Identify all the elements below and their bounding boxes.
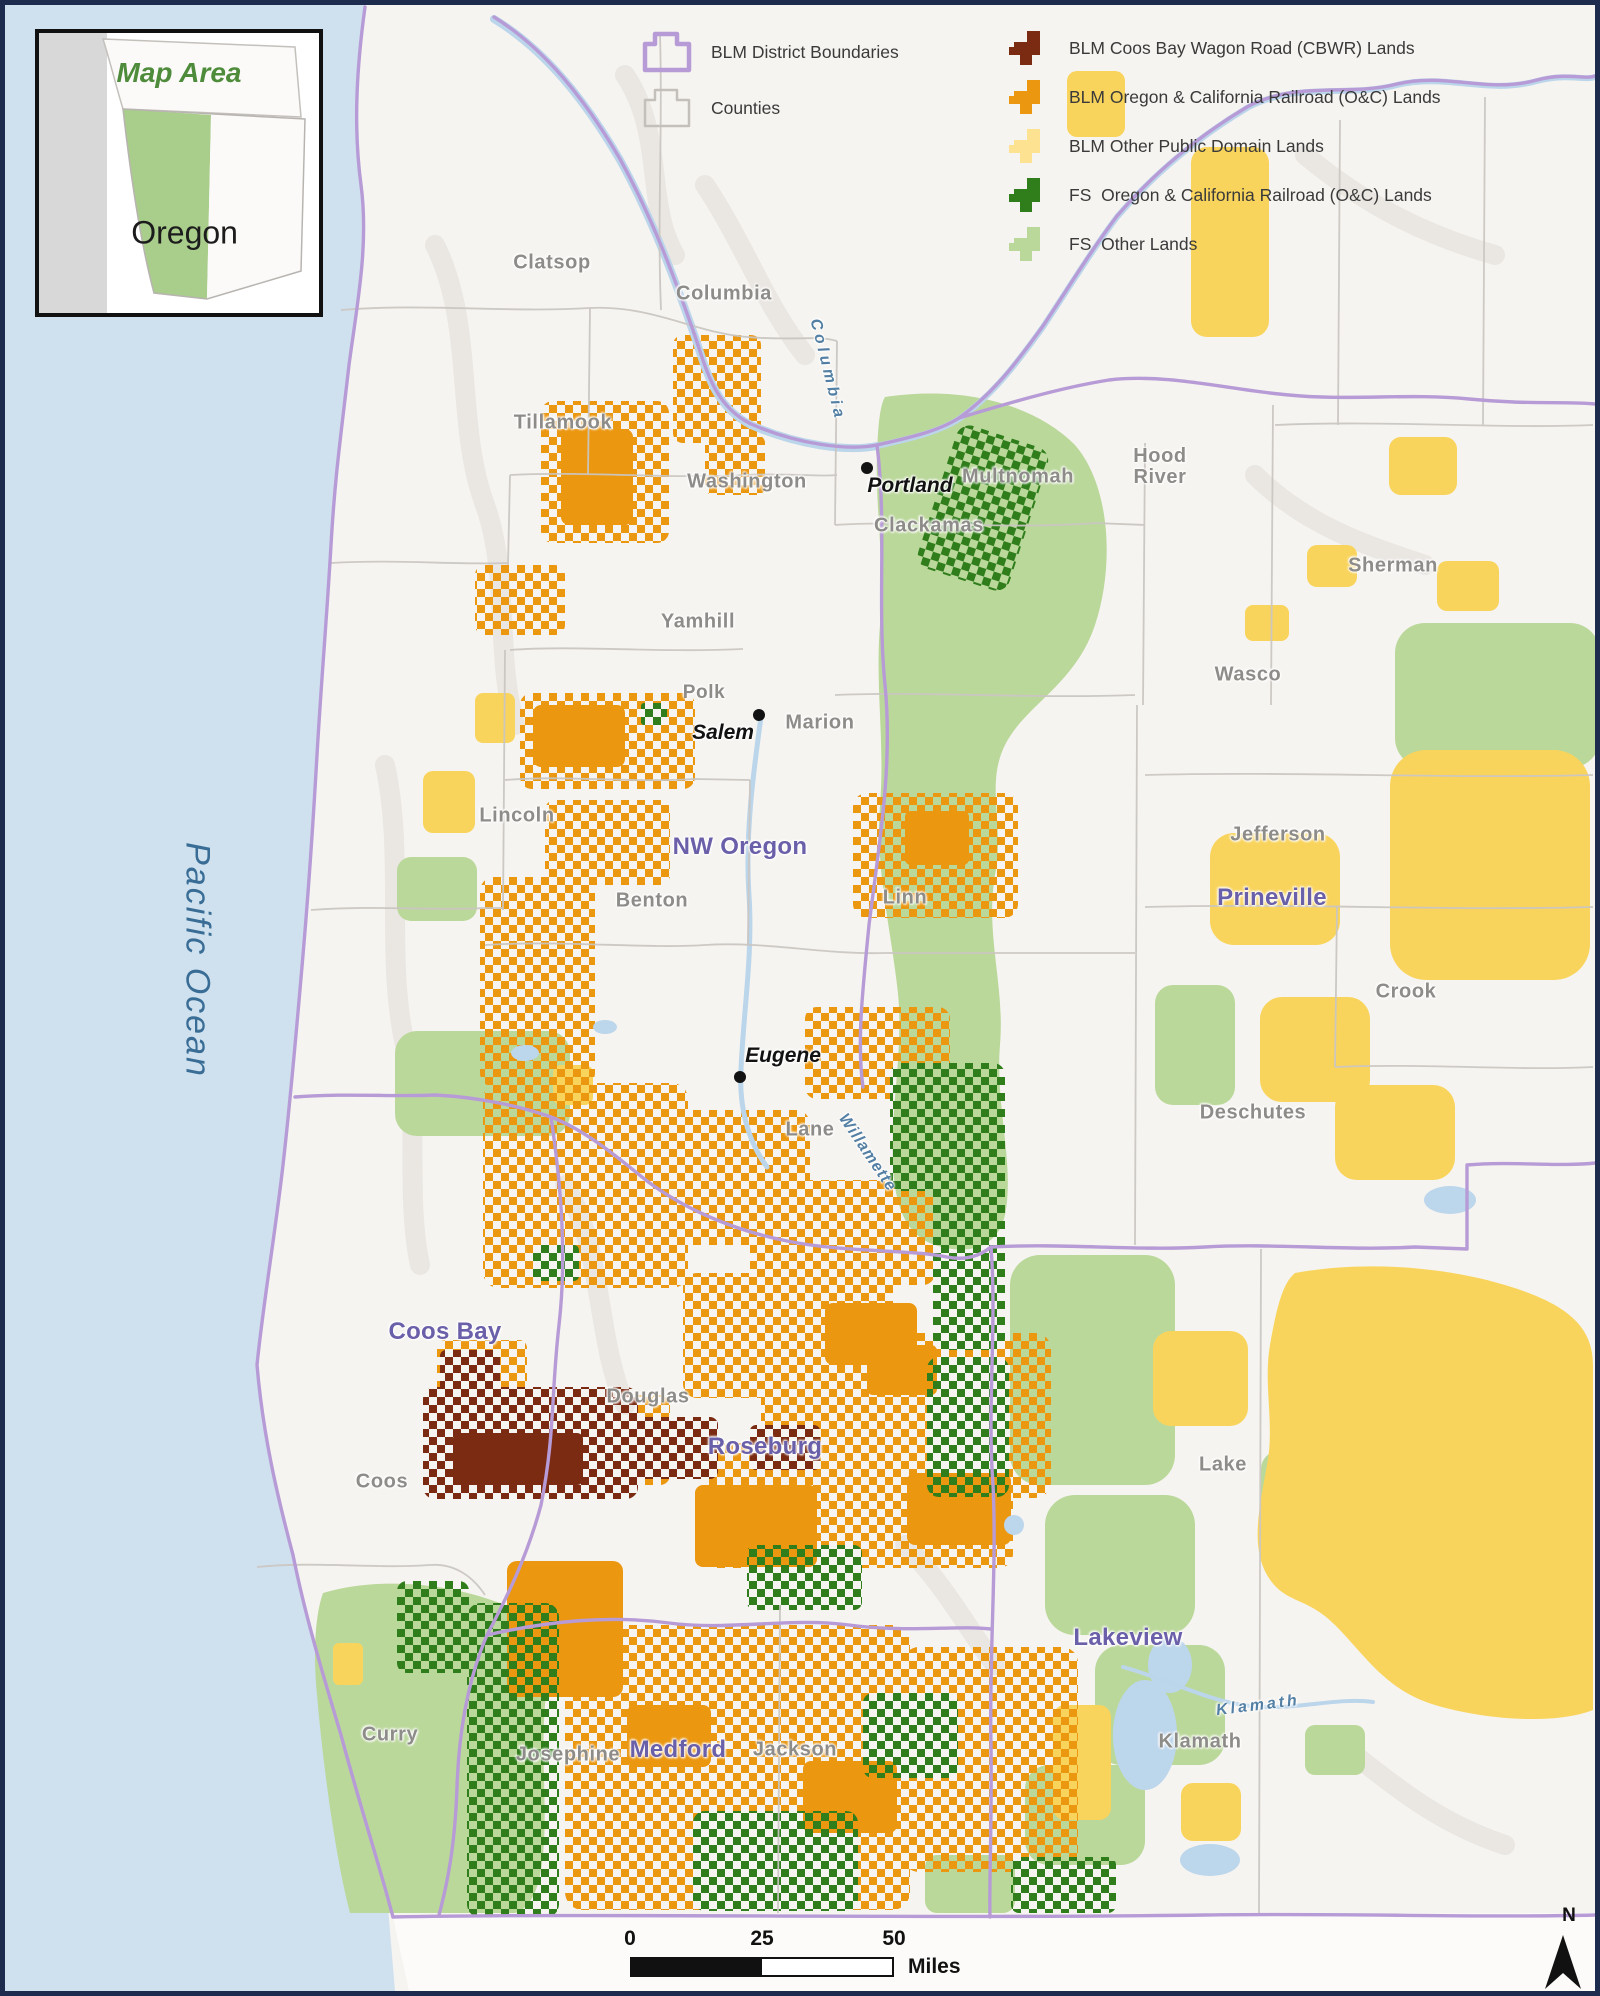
district-label-coos-bay: Coos Bay	[388, 1318, 502, 1345]
north-label: N	[1562, 1905, 1576, 1926]
legend-label: FS Other Lands	[1069, 233, 1198, 254]
county-label-tillamook: Tillamook	[513, 411, 613, 434]
county-label-curry: Curry	[361, 1723, 419, 1746]
scale-bar-graphic	[630, 1957, 894, 1977]
inset-state-label: Oregon	[131, 214, 238, 251]
county-label-jackson: Jackson	[752, 1738, 838, 1761]
legend-boundaries: BLM District Boundaries Counties	[641, 29, 899, 131]
legend-label: FS Oregon & California Railroad (O&C) La…	[1069, 184, 1432, 205]
county-label-josephine: Josephine	[515, 1743, 621, 1766]
legend-item-counties: Counties	[641, 85, 899, 131]
legend-item-fs-other: FS Other Lands	[1009, 227, 1441, 261]
north-arrow-icon	[1545, 1935, 1581, 1989]
north-indicator: N	[1541, 1905, 1595, 1991]
county-label-klamath: Klamath	[1158, 1730, 1242, 1753]
county-label-crook: Crook	[1375, 980, 1437, 1003]
county-label-columbia: Columbia	[676, 282, 772, 305]
scale-bar: 0 25 50 Miles	[620, 1927, 1020, 1991]
inset-map: Map Area Oregon	[35, 29, 323, 317]
legend-label: BLM Coos Bay Wagon Road (CBWR) Lands	[1069, 37, 1415, 58]
legend-label: BLM Other Public Domain Lands	[1069, 135, 1324, 156]
blm-oc-lands-icon	[1009, 80, 1053, 114]
district-label-nw-oregon: NW Oregon	[672, 833, 808, 860]
legend-label: BLM District Boundaries	[711, 41, 899, 62]
county-label-multnomah: Multnomah	[961, 465, 1075, 488]
county-label-deschutes: Deschutes	[1199, 1101, 1307, 1124]
blm-public-domain-icon	[1009, 129, 1053, 163]
district-label-prineville: Prineville	[1217, 884, 1327, 911]
county-label-lane: Lane	[785, 1118, 835, 1141]
scale-unit-label: Miles	[908, 1955, 961, 1978]
ocean-label: Pacific Ocean	[178, 842, 217, 1078]
county-label-douglas: Douglas	[606, 1385, 690, 1408]
district-label-medford: Medford	[629, 1736, 727, 1763]
inset-map-graphics	[39, 33, 319, 313]
city-label-eugene: Eugene	[745, 1044, 821, 1067]
district-label-roseburg: Roseburg	[707, 1433, 823, 1460]
county-label-marion: Marion	[785, 711, 855, 734]
basemap-graphics	[255, 5, 1595, 1991]
county-label-hood-river: Hood River	[1133, 445, 1187, 488]
county-label-benton: Benton	[615, 889, 689, 912]
county-boundary-icon	[641, 85, 693, 131]
county-label-lincoln: Lincoln	[479, 804, 555, 827]
county-label-clatsop: Clatsop	[513, 251, 591, 274]
county-label-washington: Washington	[687, 470, 807, 493]
scale-tick-25: 25	[750, 1927, 774, 1950]
county-label-sherman: Sherman	[1348, 554, 1438, 577]
legend-lands: BLM Coos Bay Wagon Road (CBWR) Lands BLM…	[1009, 31, 1441, 261]
inset-title: Map Area	[116, 57, 242, 88]
county-label-linn: Linn	[882, 886, 928, 909]
scale-tick-0: 0	[624, 1927, 636, 1950]
county-label-lake: Lake	[1199, 1453, 1247, 1476]
county-label-coos: Coos	[355, 1470, 409, 1493]
legend-item-cbwr: BLM Coos Bay Wagon Road (CBWR) Lands	[1009, 31, 1441, 65]
legend-item-fs-oc: FS Oregon & California Railroad (O&C) La…	[1009, 178, 1441, 212]
county-label-yamhill: Yamhill	[660, 610, 736, 633]
legend-item-district-boundaries: BLM District Boundaries	[641, 29, 899, 75]
legend-item-blm-oc: BLM Oregon & California Railroad (O&C) L…	[1009, 80, 1441, 114]
district-label-lakeview: Lakeview	[1073, 1624, 1183, 1651]
legend-label: Counties	[711, 97, 781, 118]
city-label-salem: Salem	[692, 721, 754, 744]
city-label-portland: Portland	[867, 474, 953, 497]
scale-tick-50: 50	[882, 1927, 906, 1950]
county-label-polk: Polk	[682, 682, 726, 703]
district-boundary-icon	[641, 29, 693, 75]
county-label-jefferson: Jefferson	[1230, 823, 1326, 846]
legend-label: BLM Oregon & California Railroad (O&C) L…	[1069, 86, 1441, 107]
county-label-clackamas: Clackamas	[874, 514, 984, 537]
legend-item-blm-pd: BLM Other Public Domain Lands	[1009, 129, 1441, 163]
fs-oc-lands-icon	[1009, 178, 1053, 212]
county-label-wasco: Wasco	[1214, 663, 1282, 686]
fs-other-lands-icon	[1009, 227, 1053, 261]
cbwr-lands-icon	[1009, 31, 1053, 65]
